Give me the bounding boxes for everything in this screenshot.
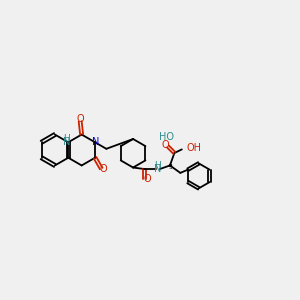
Text: ...: ... — [168, 164, 175, 170]
Text: N: N — [154, 164, 161, 174]
Text: HO: HO — [160, 132, 175, 142]
Text: H: H — [63, 134, 70, 143]
Text: O: O — [76, 114, 84, 124]
Text: N: N — [92, 137, 99, 147]
Text: O: O — [99, 164, 107, 174]
Text: O: O — [143, 174, 151, 184]
Text: OH: OH — [187, 143, 202, 153]
Text: O: O — [161, 140, 169, 150]
Text: N: N — [62, 137, 70, 147]
Text: H: H — [154, 161, 161, 170]
